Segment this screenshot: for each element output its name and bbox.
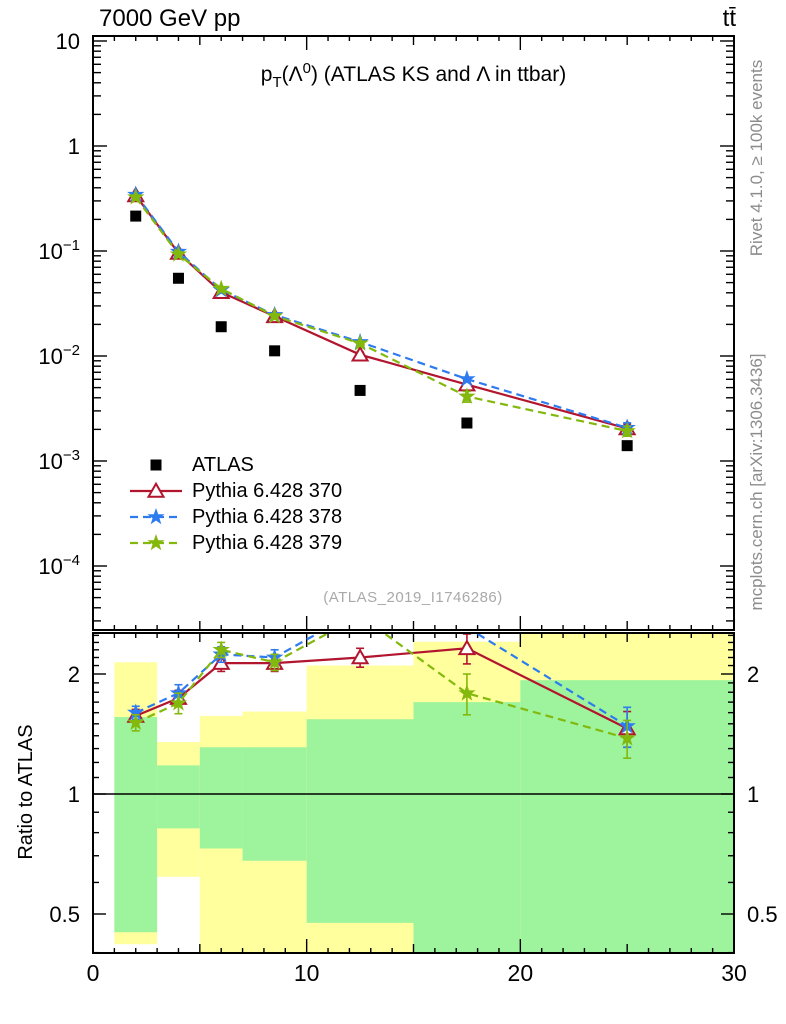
legend-row-pythia-379: Pythia 6.428 379	[127, 530, 342, 556]
atlas-square-marker-icon	[150, 459, 162, 471]
plot-title-mid: (Λ	[281, 63, 303, 86]
plot-title-rest: ) (ATLAS KS and Λ in ttbar)	[310, 63, 567, 86]
beam-energy-label: 7000 GeV pp	[99, 5, 241, 32]
ratio-axis-title: Ratio to ATLAS	[15, 724, 37, 860]
legend-row-pythia-378: Pythia 6.428 378	[127, 504, 342, 530]
main-series-pythia-379	[127, 188, 636, 439]
svg-text:10: 10	[294, 960, 320, 986]
svg-text:10−1: 10−1	[38, 237, 80, 264]
process-label: tt̄	[722, 5, 736, 32]
svg-text:0: 0	[87, 960, 100, 986]
legend-row-atlas: ATLAS	[127, 452, 342, 478]
svg-text:10−2: 10−2	[38, 342, 80, 369]
plot-title-superscript: 0	[302, 60, 311, 77]
svg-text:0.5: 0.5	[49, 902, 80, 927]
plot-title-base: p	[260, 63, 273, 86]
main-series-pythia-378	[127, 185, 636, 436]
analysis-id-watermark: (ATLAS_2019_I1746286)	[323, 589, 503, 606]
solid-line-triangle-marker-icon	[130, 481, 182, 498]
svg-text:30: 30	[721, 960, 747, 986]
legend: ATLAS Pythia 6.428 370 Pythia 6.428 378 …	[127, 452, 342, 556]
legend-label: Pythia 6.428 370	[192, 479, 343, 502]
svg-text:10: 10	[56, 29, 80, 54]
dashed-line-star-marker-icon	[130, 533, 182, 551]
svg-text:10−4: 10−4	[38, 552, 80, 579]
main-series-atlas	[130, 210, 633, 452]
svg-text:20: 20	[508, 960, 534, 986]
legend-row-pythia-370: Pythia 6.428 370	[127, 478, 342, 504]
ratio-series-pythia-379	[127, 634, 636, 759]
svg-text:0.5: 0.5	[747, 902, 778, 927]
main-series-pythia-370	[126, 186, 637, 436]
legend-label: Pythia 6.428 379	[192, 531, 343, 554]
mcplots-attribution-note: mcplots.cern.ch [arXiv:1306.3436]	[747, 353, 766, 611]
dashed-line-star-marker-icon	[130, 507, 182, 525]
legend-label: ATLAS	[192, 453, 254, 476]
legend-label: Pythia 6.428 378	[192, 505, 343, 528]
svg-text:2: 2	[747, 662, 759, 687]
plot-title-subscript: T	[272, 74, 282, 91]
svg-text:1: 1	[68, 134, 80, 159]
svg-text:1: 1	[68, 782, 80, 807]
plot-title: pT(Λ0) (ATLAS KS and Λ in ttbar)	[93, 60, 734, 91]
ratio-uncertainty-bands	[114, 634, 733, 952]
rivet-version-note: Rivet 4.1.0, ≥ 100k events	[747, 59, 766, 257]
panel-frames	[92, 35, 735, 954]
svg-text:1: 1	[747, 782, 759, 807]
svg-text:2: 2	[68, 662, 80, 687]
svg-text:10−3: 10−3	[38, 447, 80, 474]
